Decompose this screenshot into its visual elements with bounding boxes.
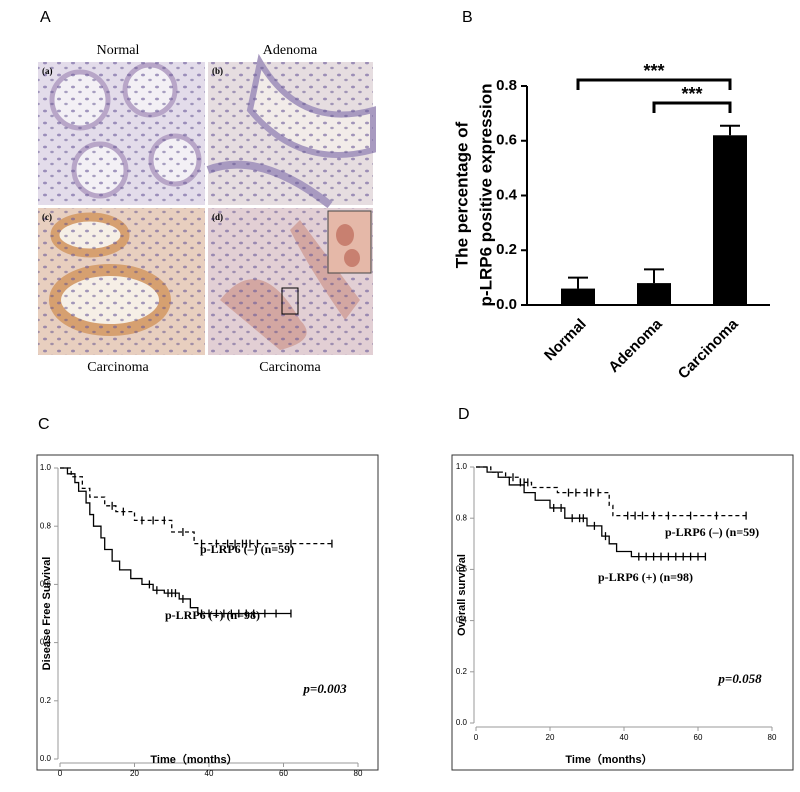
significance-label: *** bbox=[681, 84, 702, 104]
survival-curve bbox=[476, 466, 706, 558]
x-tick-label: 80 bbox=[354, 769, 363, 778]
significance-bracket bbox=[576, 78, 732, 90]
y-tick-label: 0.0 bbox=[496, 296, 517, 313]
y-axis-label: Disease Free Survival bbox=[41, 557, 53, 671]
bar bbox=[637, 283, 671, 305]
image-caption: Normal bbox=[97, 43, 140, 58]
y-axis-label: The percentage of bbox=[452, 121, 471, 268]
significance-bracket bbox=[652, 101, 732, 113]
y-axis-label: p-LRP6 positive expression bbox=[476, 84, 495, 307]
image-tag: (c) bbox=[42, 212, 52, 222]
micrograph bbox=[38, 208, 205, 355]
y-tick-label: 1.0 bbox=[456, 462, 468, 471]
micrograph bbox=[206, 53, 376, 209]
y-axis-label: Overall survival bbox=[456, 554, 468, 636]
y-tick-label: 0.2 bbox=[496, 241, 517, 258]
image-caption: Carcinoma bbox=[259, 360, 321, 375]
series-label: p-LRP6 (–) (n=59) bbox=[665, 525, 759, 539]
y-tick-label: 0.4 bbox=[496, 186, 518, 203]
x-axis-label: Time（months） bbox=[150, 753, 237, 766]
x-tick-label: 40 bbox=[620, 733, 629, 742]
image-tag: (d) bbox=[212, 212, 223, 222]
panel-label: C bbox=[38, 416, 50, 433]
x-tick-label: Normal bbox=[541, 316, 590, 365]
y-tick-label: 0.2 bbox=[40, 696, 52, 705]
x-tick-label: 20 bbox=[130, 769, 139, 778]
panel-label: A bbox=[40, 9, 51, 26]
bar bbox=[713, 135, 747, 305]
micrograph bbox=[208, 208, 373, 355]
y-tick-label: 1.0 bbox=[40, 463, 52, 472]
y-tick-label: 0.8 bbox=[40, 521, 52, 530]
y-tick-label: 0.8 bbox=[496, 77, 517, 94]
panel-label: B bbox=[462, 9, 473, 26]
y-tick-label: 0.6 bbox=[496, 132, 517, 149]
x-axis-label: Time（months） bbox=[565, 753, 652, 766]
y-tick-label: 0.6 bbox=[456, 565, 468, 574]
image-tag: (a) bbox=[42, 66, 53, 76]
y-tick-label: 0.6 bbox=[40, 580, 52, 589]
survival-curve bbox=[60, 467, 291, 615]
survival-curve bbox=[476, 466, 747, 517]
p-value: p=0.003 bbox=[302, 681, 347, 696]
x-tick-label: 40 bbox=[205, 769, 214, 778]
y-tick-label: 0.8 bbox=[456, 513, 468, 522]
plot-frame bbox=[451, 454, 794, 771]
image-tag: (b) bbox=[212, 66, 223, 76]
y-tick-label: 0.0 bbox=[40, 754, 52, 763]
series-label: p-LRP6 (+) (n=98) bbox=[165, 608, 260, 622]
x-tick-label: Carcinoma bbox=[675, 315, 742, 382]
x-tick-label: 60 bbox=[694, 733, 703, 742]
image-caption: Carcinoma bbox=[87, 360, 149, 375]
x-tick-label: Adenoma bbox=[605, 315, 666, 376]
p-value: p=0.058 bbox=[717, 671, 762, 686]
panel-label: D bbox=[458, 406, 470, 423]
survival-curve bbox=[60, 467, 332, 545]
series-label: p-LRP6 (–) (n=59) bbox=[200, 542, 294, 556]
y-tick-label: 0.0 bbox=[456, 718, 468, 727]
micrograph bbox=[38, 62, 205, 205]
y-tick-label: 0.4 bbox=[40, 638, 52, 647]
bar bbox=[561, 288, 595, 305]
x-tick-label: 0 bbox=[58, 769, 63, 778]
y-tick-label: 0.2 bbox=[456, 667, 468, 676]
y-tick-label: 0.4 bbox=[456, 616, 468, 625]
x-tick-label: 60 bbox=[279, 769, 288, 778]
series-label: p-LRP6 (+) (n=98) bbox=[598, 570, 693, 584]
image-caption: Adenoma bbox=[263, 43, 318, 58]
x-tick-label: 0 bbox=[474, 733, 479, 742]
x-tick-label: 80 bbox=[768, 733, 777, 742]
x-tick-label: 20 bbox=[546, 733, 555, 742]
plot-frame bbox=[36, 454, 379, 771]
significance-label: *** bbox=[643, 61, 664, 81]
